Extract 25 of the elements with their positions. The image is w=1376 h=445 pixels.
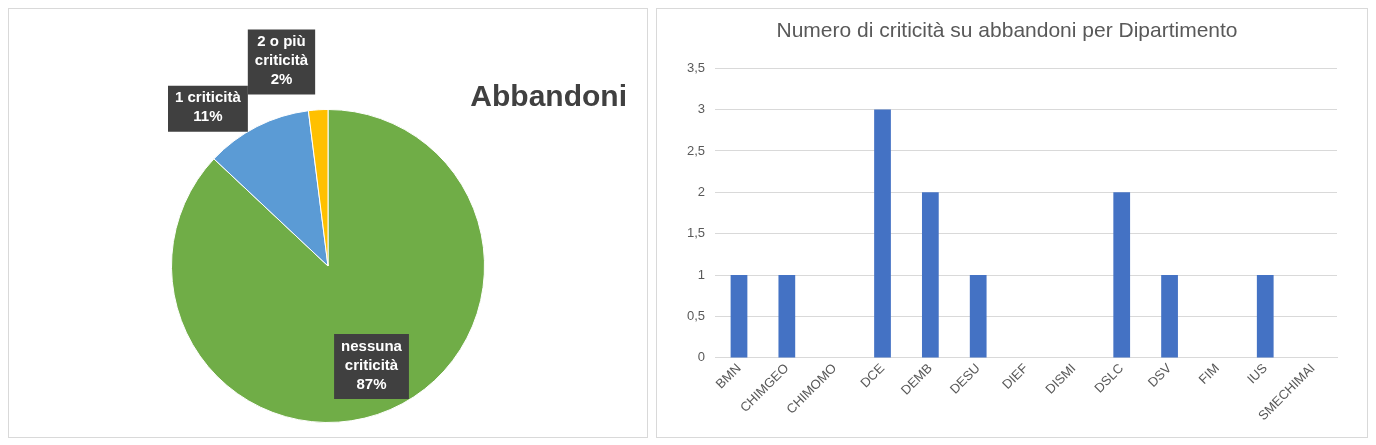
slice-label: 1 criticità (175, 88, 242, 106)
bar (730, 275, 748, 358)
bar (778, 275, 796, 358)
data-label: 87% (356, 374, 387, 392)
bar (921, 192, 939, 358)
y-tick-label: 3,5 (686, 59, 706, 75)
y-tick-label: 2,5 (686, 142, 706, 158)
bar (969, 275, 987, 358)
text: Abbandoni (470, 79, 627, 113)
bar (1113, 192, 1131, 358)
data-label: 2% (270, 70, 293, 88)
y-tick-label: 2 (697, 183, 706, 199)
data-label: 11% (193, 107, 223, 125)
y-tick-label: 3 (697, 101, 706, 117)
y-tick-label: 0,5 (686, 308, 706, 324)
bar (874, 109, 891, 358)
bar (1256, 275, 1274, 358)
y-tick-label: 1,5 (686, 225, 706, 241)
slice-label: 2 o più criticità (254, 32, 309, 69)
chart-title: Numero di criticità su abbandoni per Dipartimento (776, 18, 1238, 42)
x-tick-label: FIM (1195, 360, 1223, 387)
bar (1161, 275, 1178, 358)
slice-label: nessuna criticità (341, 336, 403, 373)
y-tick-label: 1 (697, 266, 706, 282)
y-tick-label: 0 (697, 349, 706, 365)
